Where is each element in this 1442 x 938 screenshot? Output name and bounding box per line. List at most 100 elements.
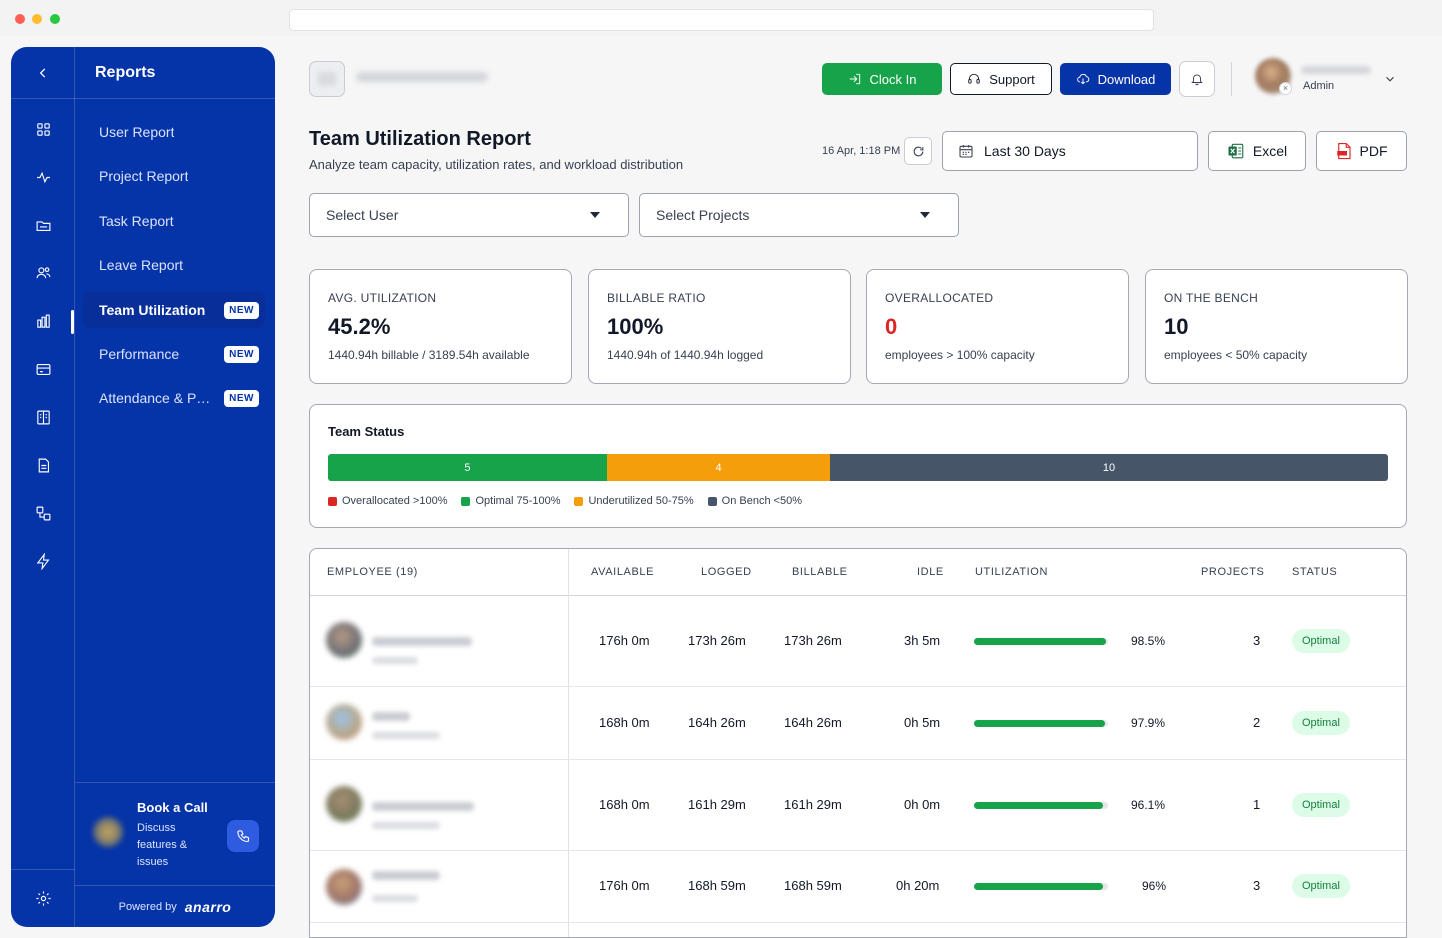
sidebar-item-leave-report[interactable]: Leave Report <box>83 247 265 283</box>
lightning-icon[interactable] <box>33 551 53 571</box>
employee-id-redacted <box>372 732 440 739</box>
export-excel-button[interactable]: Excel <box>1208 131 1306 171</box>
sidebar-item-project-report[interactable]: Project Report <box>83 158 265 194</box>
column-header-logged[interactable]: LOGGED <box>701 566 752 578</box>
excel-icon <box>1228 143 1244 159</box>
stat-label: AVG. UTILIZATION <box>328 291 437 305</box>
cell-utilization: 98.5% <box>1131 634 1166 648</box>
sidebar-item-user-report[interactable]: User Report <box>83 114 265 150</box>
status-icon: × <box>1279 82 1292 95</box>
download-button[interactable]: Download <box>1060 63 1171 95</box>
book-icon[interactable] <box>33 407 53 427</box>
legend-swatch <box>328 496 337 506</box>
select-projects-label: Select Projects <box>656 207 750 223</box>
cell-utilization: 96% <box>1142 879 1167 893</box>
cell-idle: 0h 0m <box>904 797 941 812</box>
team-status-card: Team Status 5 4 10 Overallocated >100% O… <box>309 404 1407 528</box>
sidebar-item-label: User Report <box>99 124 175 140</box>
users-icon[interactable] <box>33 262 53 282</box>
select-user-label: Select User <box>326 207 399 223</box>
chevron-left-icon <box>39 67 46 78</box>
employee-name-redacted <box>372 712 410 721</box>
date-range-picker[interactable]: Last 30 Days <box>942 131 1198 171</box>
legend-item: Underutilized 50-75% <box>574 495 694 507</box>
support-button[interactable]: Support <box>950 63 1052 95</box>
card-icon[interactable] <box>33 359 53 379</box>
reports-menu: Reports User Report Project Report Task … <box>75 47 275 927</box>
grid-icon[interactable] <box>33 119 53 139</box>
sidebar-item-performance[interactable]: Performance NEW <box>83 336 265 372</box>
login-icon <box>849 73 860 85</box>
employee-name-redacted <box>372 637 472 646</box>
table-row[interactable]: 176h 0m 168h 59m 168h 59m 0h 20m 96% 3 O… <box>310 851 1406 923</box>
stat-value: 100% <box>607 314 664 339</box>
team-status-bar: 5 4 10 <box>328 454 1388 481</box>
flow-icon[interactable] <box>33 503 53 523</box>
close-window-button[interactable] <box>15 14 25 24</box>
collapse-sidebar-button[interactable] <box>11 47 75 99</box>
cell-logged: 161h 29m <box>688 797 746 812</box>
settings-button[interactable] <box>11 869 75 927</box>
cell-utilization: 97.9% <box>1131 716 1166 730</box>
cell-logged: 164h 26m <box>688 715 746 730</box>
status-segment-optimal: 5 <box>328 454 607 481</box>
table-row[interactable]: 176h 0m 173h 26m 173h 26m 3h 5m 98.5% 3 … <box>310 597 1406 687</box>
employee-id-redacted <box>372 822 440 829</box>
status-badge: Optimal <box>1292 629 1350 653</box>
column-header-employee[interactable]: EMPLOYEE (19) <box>327 566 418 578</box>
column-header-billable[interactable]: BILLABLE <box>792 566 848 578</box>
select-projects-dropdown[interactable]: Select Projects <box>639 193 959 237</box>
cell-billable: 164h 26m <box>784 715 842 730</box>
sidebar-item-team-utilization[interactable]: Team Utilization NEW <box>83 292 265 328</box>
column-header-projects[interactable]: PROJECTS <box>1201 566 1265 578</box>
sidebar-item-label: Team Utilization <box>99 302 206 318</box>
refresh-button[interactable] <box>904 137 932 165</box>
export-pdf-button[interactable]: PDF <box>1316 131 1407 171</box>
new-badge: NEW <box>224 301 259 319</box>
cell-projects: 3 <box>1253 878 1261 893</box>
active-indicator <box>71 310 74 334</box>
cell-logged: 168h 59m <box>688 878 746 893</box>
minimize-window-button[interactable] <box>32 14 42 24</box>
sidebar-item-label: Attendance & Pr... <box>99 390 211 406</box>
excel-label: Excel <box>1252 143 1288 159</box>
bar-chart-icon[interactable] <box>33 311 53 331</box>
clock-in-button[interactable]: Clock In <box>822 63 942 95</box>
date-range-label: Last 30 Days <box>984 143 1066 159</box>
select-user-dropdown[interactable]: Select User <box>309 193 629 237</box>
status-segment-underutilized: 4 <box>606 454 831 481</box>
column-header-available[interactable]: AVAILABLE <box>591 566 655 578</box>
cell-available: 168h 0m <box>599 715 650 730</box>
sidebar: Reports User Report Project Report Task … <box>11 47 275 927</box>
employee-id-redacted <box>372 657 418 664</box>
chevron-down-icon[interactable] <box>1383 72 1397 86</box>
activity-icon[interactable] <box>33 167 53 187</box>
company-logo <box>309 61 345 97</box>
employee-avatar <box>326 622 362 658</box>
document-icon[interactable] <box>33 455 53 475</box>
status-segment-bench: 10 <box>830 454 1388 481</box>
stat-label: ON THE BENCH <box>1164 291 1259 305</box>
table-row[interactable]: 168h 0m 164h 26m 164h 26m 0h 5m 97.9% 2 … <box>310 688 1406 760</box>
cell-available: 168h 0m <box>599 797 650 812</box>
column-header-status[interactable]: STATUS <box>1292 566 1338 578</box>
user-role: Admin <box>1303 80 1335 92</box>
cell-idle: 3h 5m <box>904 633 941 648</box>
call-button[interactable] <box>227 820 259 852</box>
header-divider <box>1231 62 1232 96</box>
download-label: Download <box>1097 71 1156 87</box>
sidebar-item-task-report[interactable]: Task Report <box>83 203 265 239</box>
headset-icon <box>968 73 980 84</box>
column-header-utilization[interactable]: UTILIZATION <box>975 566 1049 578</box>
folder-icon[interactable] <box>33 215 53 235</box>
maximize-window-button[interactable] <box>50 14 60 24</box>
legend-swatch <box>707 496 717 506</box>
column-divider <box>568 549 569 937</box>
stat-note: employees > 100% capacity <box>885 348 1035 362</box>
address-bar[interactable] <box>289 9 1154 31</box>
notifications-button[interactable] <box>1179 61 1215 97</box>
table-row[interactable]: 168h 0m 161h 29m 161h 29m 0h 0m 96.1% 1 … <box>310 760 1406 851</box>
column-header-idle[interactable]: IDLE <box>917 566 944 578</box>
sidebar-item-attendance[interactable]: Attendance & Pr... NEW <box>83 380 265 416</box>
stat-label: BILLABLE RATIO <box>607 291 706 305</box>
